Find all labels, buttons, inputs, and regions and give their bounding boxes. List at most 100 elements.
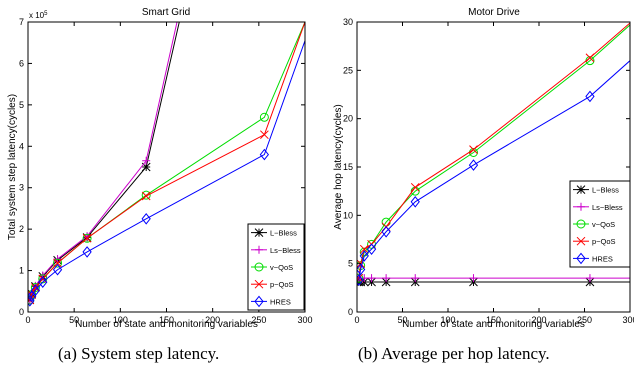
data-point xyxy=(141,212,151,225)
legend-label: p−QoS xyxy=(270,280,294,289)
data-point xyxy=(357,263,366,276)
legend-label: v−QoS xyxy=(270,263,293,272)
plot-frame xyxy=(356,21,631,313)
legend-label: L−Bless xyxy=(270,229,297,238)
legend-marker xyxy=(576,185,586,194)
data-point xyxy=(410,182,420,192)
y-exponent-power: 5 xyxy=(44,11,48,17)
y-tick-label: 30 xyxy=(343,17,353,27)
data-point xyxy=(52,263,63,276)
data-point xyxy=(382,274,391,283)
x-tick-label: 300 xyxy=(622,315,634,325)
y-tick-label: 25 xyxy=(343,65,353,75)
data-point xyxy=(359,250,369,262)
legend-marker xyxy=(577,202,585,211)
data-point xyxy=(366,243,377,255)
x-axis-label: Number of state and monitoring variables xyxy=(402,319,585,330)
legend: L−Bless Ls−Bless v−QoS p−QoS HRES xyxy=(569,180,631,268)
data-point xyxy=(141,191,151,201)
data-point xyxy=(411,274,420,283)
data-point xyxy=(82,246,92,258)
y-tick-label: 20 xyxy=(343,114,353,124)
series-line xyxy=(29,40,305,302)
data-point xyxy=(469,145,478,154)
data-point xyxy=(28,295,35,307)
x-tick-label: 200 xyxy=(205,315,220,325)
data-point xyxy=(259,112,269,122)
legend-marker xyxy=(254,279,264,289)
chart-panel-2: 0 50 100 150 200 250 300 0 5 10 15 20 25 30 Motor Driv… xyxy=(333,7,634,330)
series-line xyxy=(29,22,180,300)
series-hres xyxy=(28,40,305,307)
data-point xyxy=(142,156,151,165)
data-point xyxy=(141,190,151,200)
x-tick-label: 50 xyxy=(397,315,407,325)
y-tick-label: 5 xyxy=(348,259,353,269)
data-point xyxy=(38,276,48,288)
y-tick-label: 0 xyxy=(19,307,24,317)
y-exponent-label: x 105 xyxy=(29,11,48,20)
y-tick-label: 6 xyxy=(19,58,24,68)
legend-label: L−Bless xyxy=(592,186,619,195)
legend-marker xyxy=(576,219,586,229)
data-point xyxy=(585,90,595,103)
legend-label: p−QoS xyxy=(592,237,616,246)
y-tick-label: 4 xyxy=(19,141,24,151)
data-point xyxy=(357,274,364,286)
x-tick-label: 150 xyxy=(486,315,501,325)
chart-panel-1: 0 50 100 150 200 250 300 0 1 2 3 4 5 6 7 x 105 Smart Gri… xyxy=(7,7,313,330)
data-point xyxy=(53,258,63,268)
legend-marker xyxy=(576,252,586,265)
data-point xyxy=(585,53,595,63)
y-tick-label: 1 xyxy=(19,266,24,276)
y-tick-label: 15 xyxy=(343,162,353,172)
x-tick-label: 0 xyxy=(25,315,30,325)
data-point xyxy=(359,244,369,254)
data-point xyxy=(469,274,478,283)
legend-marker xyxy=(254,262,264,272)
chart-title: Smart Grid xyxy=(142,7,190,18)
y-tick-label: 0 xyxy=(348,307,353,317)
series-hres xyxy=(357,60,630,286)
x-tick-label: 50 xyxy=(69,315,79,325)
x-tick-label: 100 xyxy=(440,315,455,325)
data-point xyxy=(30,284,41,297)
x-tick-label: 200 xyxy=(531,315,546,325)
x-tick-label: 150 xyxy=(159,315,174,325)
x-tick-label: 0 xyxy=(354,315,359,325)
caption-b: (b) Average per hop latency. xyxy=(358,344,550,363)
y-tick-label: 7 xyxy=(19,17,24,27)
data-point xyxy=(410,195,420,208)
series-l-bless xyxy=(357,277,630,287)
legend-label: Ls−Bless xyxy=(592,203,623,212)
x-tick-label: 250 xyxy=(251,315,266,325)
legend-marker xyxy=(255,245,263,254)
legend-label: v−QoS xyxy=(592,220,615,229)
legend-label: Ls−Bless xyxy=(270,246,301,255)
series-line xyxy=(358,24,630,279)
legend-label: HRES xyxy=(592,254,613,263)
legend-marker xyxy=(254,295,264,308)
data-point xyxy=(367,274,376,283)
x-axis-label: Number of state and monitoring variables xyxy=(75,319,258,330)
data-point xyxy=(82,233,92,243)
y-tick-label: 3 xyxy=(19,183,24,193)
data-point xyxy=(259,148,270,161)
legend-label: HRES xyxy=(270,297,291,306)
y-tick-label: 10 xyxy=(343,210,353,220)
data-point xyxy=(141,162,151,172)
data-point xyxy=(381,225,391,238)
x-tick-label: 100 xyxy=(113,315,128,325)
x-tick-label: 300 xyxy=(297,315,312,325)
series-line xyxy=(358,60,630,281)
data-point xyxy=(468,159,479,171)
x-tick-label: 250 xyxy=(577,315,592,325)
y-axis-label: Total system step latency(cycles) xyxy=(7,94,18,240)
data-point xyxy=(53,258,62,268)
data-point xyxy=(82,233,92,243)
data-point xyxy=(31,283,40,292)
y-axis-label: Average hop latency(cycles) xyxy=(333,104,344,229)
legend-marker xyxy=(576,236,586,246)
legend: L−Bless Ls−Bless v−QoS p−QoS HRES xyxy=(247,223,305,311)
